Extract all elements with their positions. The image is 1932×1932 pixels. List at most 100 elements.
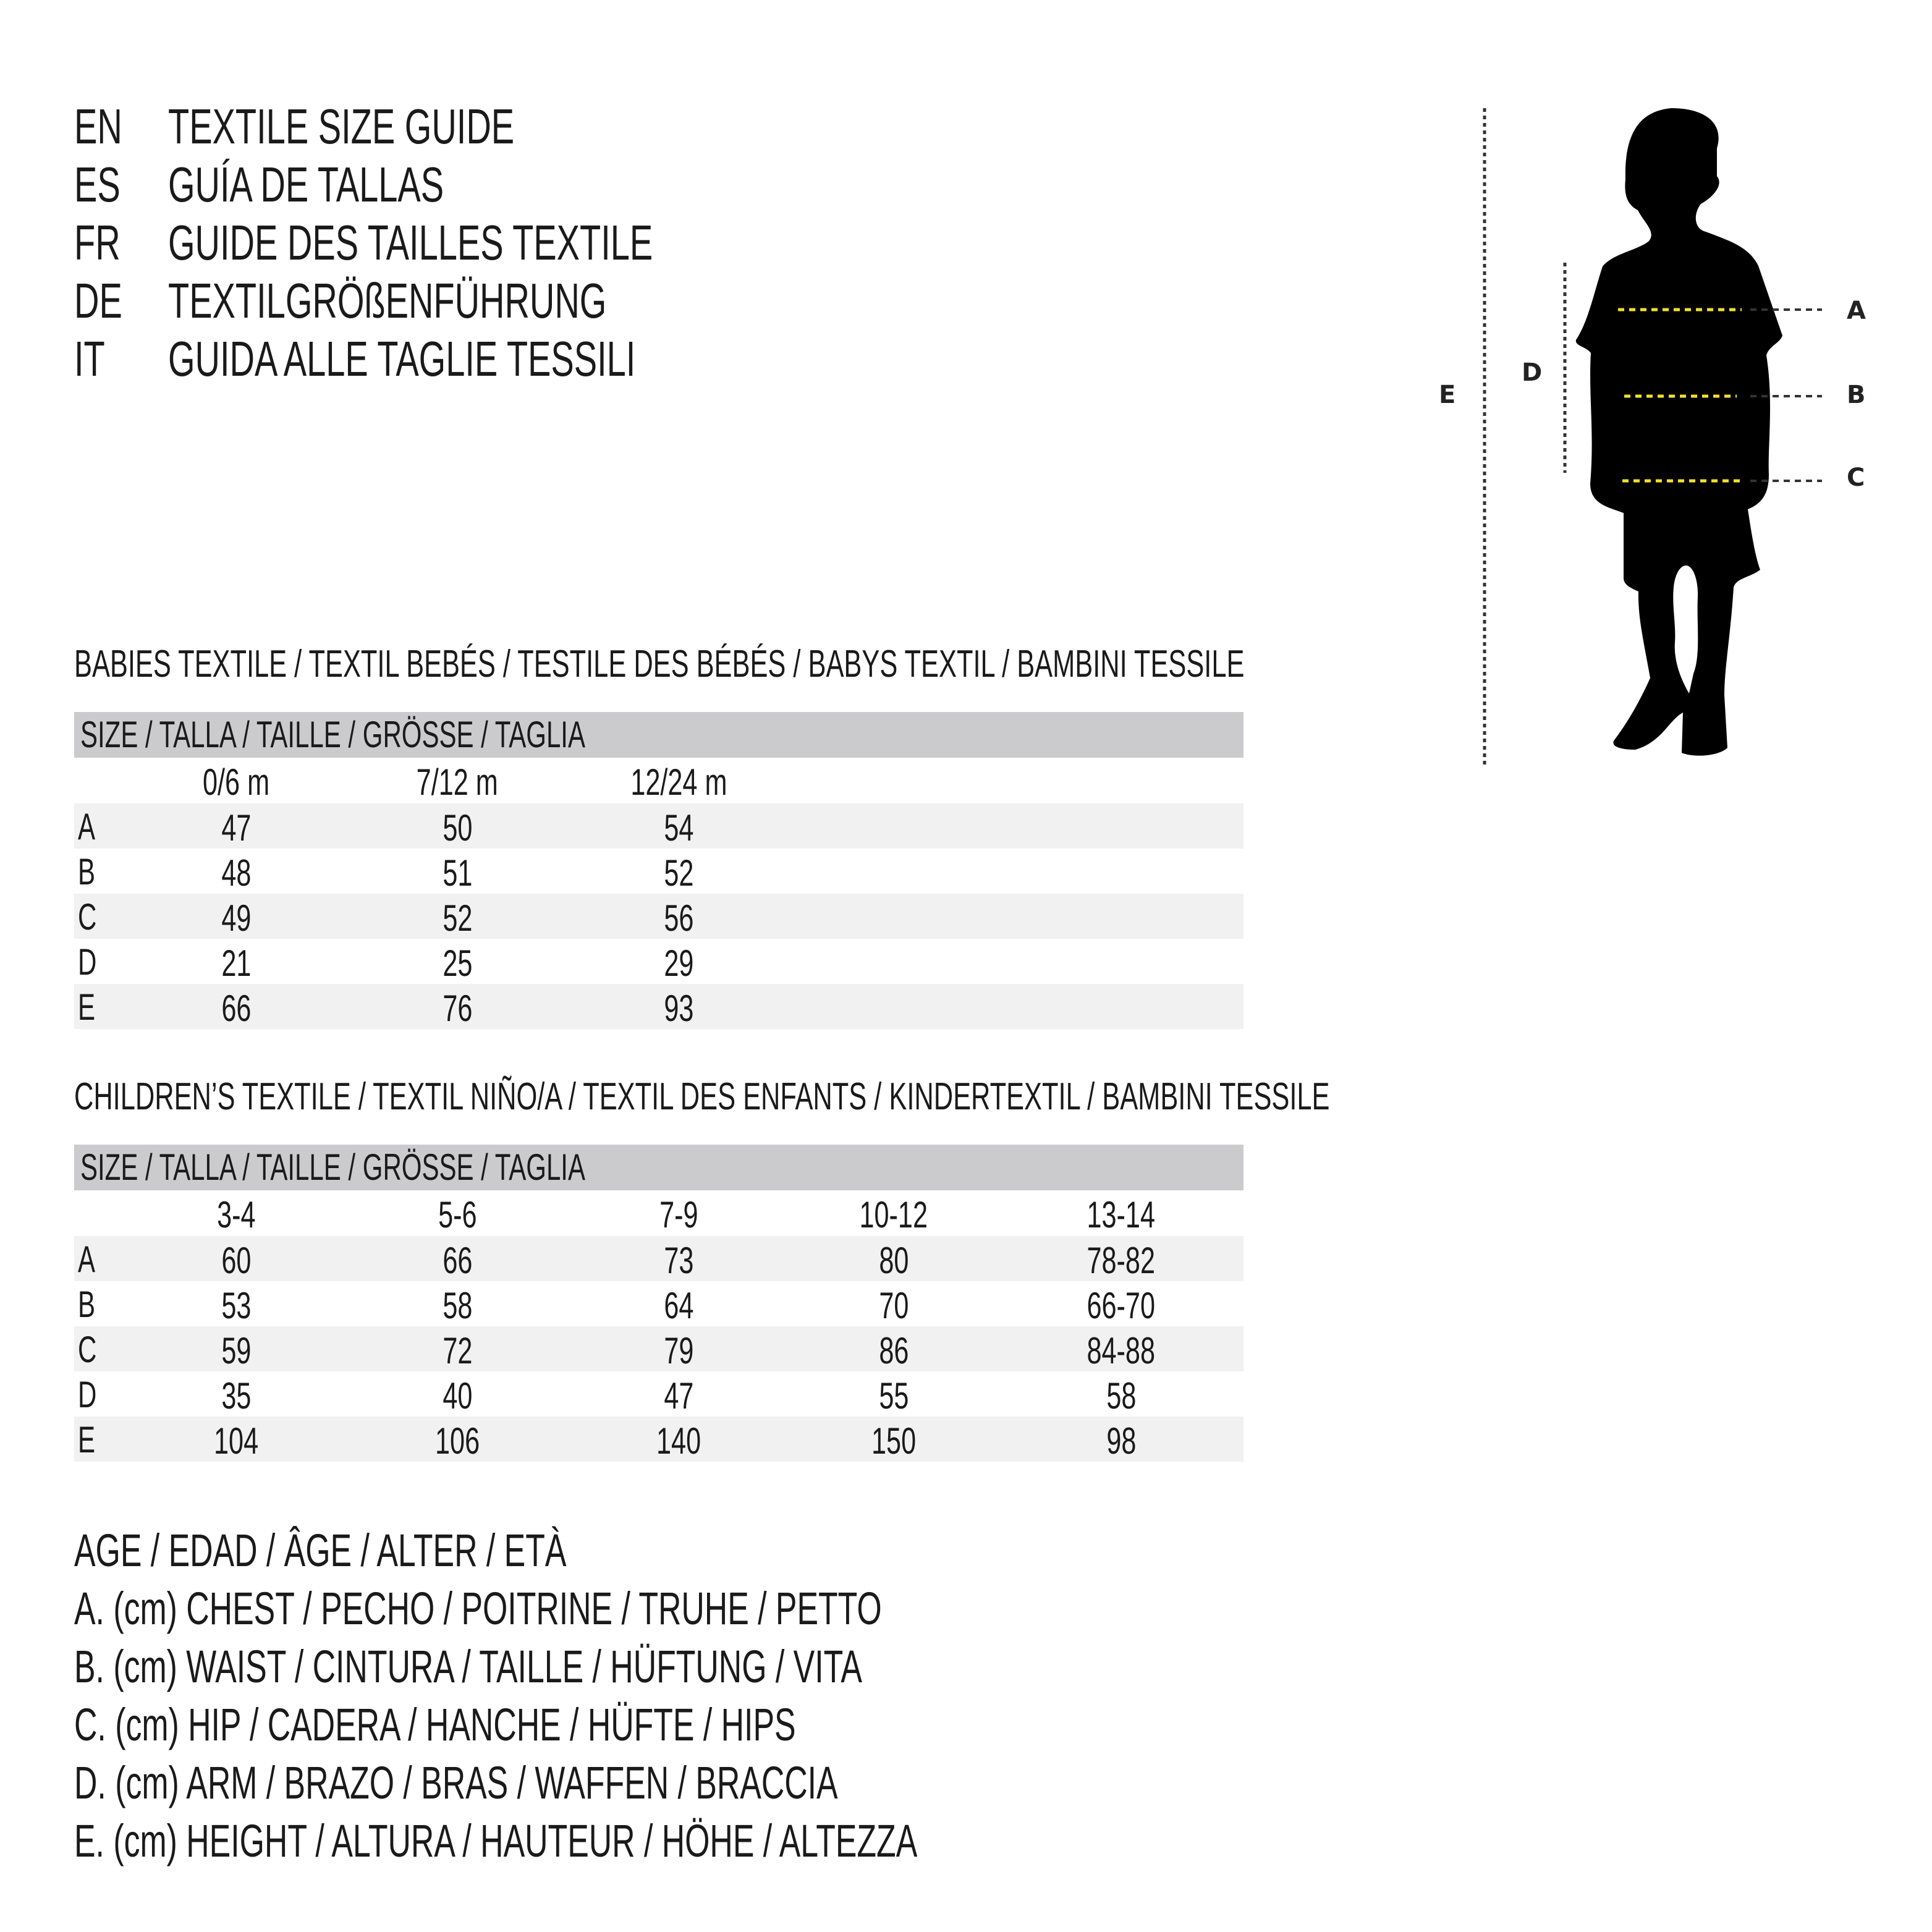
row-label: D — [78, 941, 97, 983]
child-silhouette-icon — [1575, 108, 1782, 756]
table-cell: 35 — [143, 1371, 329, 1417]
cell-value: 52 — [663, 852, 694, 894]
cell-value: 56 — [663, 897, 694, 939]
cell-value: 54 — [663, 807, 694, 849]
legend-line: E. (cm) HEIGHT / ALTURA / HAUTEUR / HÖHE… — [74, 1812, 1279, 1870]
column-header: 12/24 m — [586, 758, 771, 803]
column-header: 5-6 — [365, 1190, 550, 1235]
table-row: D 21 25 29 — [74, 939, 1244, 984]
table-row: E 104 106 140 150 98 — [74, 1417, 1244, 1462]
cell-value: 93 — [663, 988, 694, 1029]
cell-value: 25 — [442, 943, 473, 984]
cell-value: 53 — [221, 1285, 252, 1326]
cell-value: 48 — [221, 852, 252, 894]
table-cell: 64 — [586, 1281, 771, 1326]
legend-line: D. (cm) ARM / BRAZO / BRAS / WAFFEN / BR… — [74, 1754, 1165, 1812]
title-text: TEXTILE SIZE GUIDE — [168, 99, 515, 154]
children-heading-text: CHILDREN’S TEXTILE / TEXTIL NIÑO/A / TEX… — [74, 1075, 1330, 1118]
table-cell: 48 — [143, 849, 329, 894]
cell-value: 76 — [442, 988, 473, 1029]
column-header-row: 3-4 5-6 7-9 10-12 13-14 — [74, 1190, 1244, 1235]
table-cell: 50 — [365, 803, 550, 849]
cell-value: 40 — [442, 1375, 473, 1417]
cell-value: 106 — [434, 1420, 480, 1462]
cell-value: 78-82 — [1087, 1240, 1156, 1281]
leg-gap — [1673, 566, 1698, 693]
legend-text: C. (cm) HIP / CADERA / HANCHE / HÜFTE / … — [74, 1699, 796, 1750]
column-header-text: 13-14 — [1087, 1194, 1156, 1235]
table-cell: 53 — [143, 1281, 329, 1326]
row-label: C — [78, 1329, 97, 1370]
column-header-text: 12/24 m — [630, 761, 727, 803]
column-header-text: 3-4 — [216, 1194, 256, 1235]
table-row: B 53 58 64 70 66-70 — [74, 1281, 1244, 1326]
language-code: ES — [74, 157, 121, 212]
cell-value: 64 — [663, 1285, 694, 1326]
table-cell: 79 — [586, 1326, 771, 1371]
table-cell: 40 — [365, 1371, 550, 1417]
table-row: E 66 76 93 — [74, 984, 1244, 1029]
cell-value: 50 — [442, 807, 473, 849]
cell-value: 29 — [663, 943, 694, 984]
size-header-band: SIZE / TALLA / TAILLE / GRÖSSE / TAGLIA — [74, 712, 1244, 758]
legend-line: B. (cm) WAIST / CINTURA / TAILLE / HÜFTU… — [74, 1638, 1200, 1696]
title-text: GUIDE DES TAILLES TEXTILE — [168, 215, 653, 270]
table-cell: 47 — [143, 803, 329, 849]
title-text: GUÍA DE TALLAS — [168, 157, 444, 212]
children-heading: CHILDREN’S TEXTILE / TEXTIL NIÑO/A / TEX… — [74, 1075, 1868, 1119]
title-text: TEXTILGRÖßENFÜHRUNG — [168, 273, 607, 328]
label-d: D — [1522, 358, 1543, 387]
size-header-label: SIZE / TALLA / TAILLE / GRÖSSE / TAGLIA — [80, 1146, 585, 1188]
table-cell: 56 — [586, 894, 771, 939]
legend-text: A. (cm) CHEST / PECHO / POITRINE / TRUHE… — [74, 1583, 882, 1634]
table-cell: 76 — [365, 984, 550, 1029]
table-cell: 51 — [365, 849, 550, 894]
cell-value: 47 — [221, 807, 252, 849]
title-text: GUIDA ALLE TAGLIE TESSILI — [168, 331, 636, 386]
column-header-text: 5-6 — [438, 1194, 477, 1235]
table-cell: 86 — [801, 1326, 986, 1371]
table-row: D 35 40 47 55 58 — [74, 1371, 1244, 1417]
table-cell: 60 — [143, 1236, 329, 1281]
cell-value: 70 — [878, 1285, 909, 1326]
babies-heading: BABIES TEXTILE / TEXTIL BEBÉS / TESTILE … — [74, 643, 1746, 686]
cell-value: 150 — [871, 1420, 917, 1462]
row-label: B — [78, 851, 96, 892]
table-cell: 52 — [365, 894, 550, 939]
table-row: A 60 66 73 80 78-82 — [74, 1236, 1244, 1281]
table-cell: 66 — [365, 1236, 550, 1281]
cell-value: 58 — [442, 1285, 473, 1326]
cell-value: 51 — [442, 852, 473, 894]
table-row: B 48 51 52 — [74, 849, 1244, 894]
row-label: E — [78, 986, 96, 1028]
column-header-text: 0/6 m — [202, 761, 270, 803]
column-header: 10-12 — [801, 1190, 986, 1235]
babies-heading-text: BABIES TEXTILE / TEXTIL BEBÉS / TESTILE … — [74, 643, 1245, 685]
column-header: 7/12 m — [365, 758, 550, 803]
table-cell: 78-82 — [1028, 1236, 1214, 1281]
label-b: B — [1847, 381, 1866, 409]
cell-value: 59 — [221, 1330, 252, 1371]
table-row: A 47 50 54 — [74, 803, 1244, 849]
label-a: A — [1847, 297, 1866, 325]
table-cell: 72 — [365, 1326, 550, 1371]
cell-value: 86 — [878, 1330, 909, 1371]
legend-line: AGE / EDAD / ÂGE / ALTER / ETÀ — [74, 1522, 777, 1580]
column-header-text: 7/12 m — [416, 761, 499, 803]
language-code: EN — [74, 99, 122, 154]
cell-value: 60 — [221, 1240, 252, 1281]
row-label: A — [78, 1239, 96, 1280]
table-row: C 59 72 79 86 84-88 — [74, 1326, 1244, 1371]
column-header-text: 7-9 — [659, 1194, 698, 1235]
table-cell: 52 — [586, 849, 771, 894]
cell-value: 104 — [213, 1420, 259, 1462]
cell-value: 66 — [442, 1240, 473, 1281]
language-code: FR — [74, 215, 121, 270]
legend-text: E. (cm) HEIGHT / ALTURA / HAUTEUR / HÖHE… — [74, 1815, 918, 1866]
column-header: 3-4 — [143, 1190, 329, 1235]
row-label: D — [78, 1374, 97, 1415]
table-cell: 73 — [586, 1236, 771, 1281]
table-cell: 25 — [365, 939, 550, 984]
table-cell: 55 — [801, 1371, 986, 1417]
